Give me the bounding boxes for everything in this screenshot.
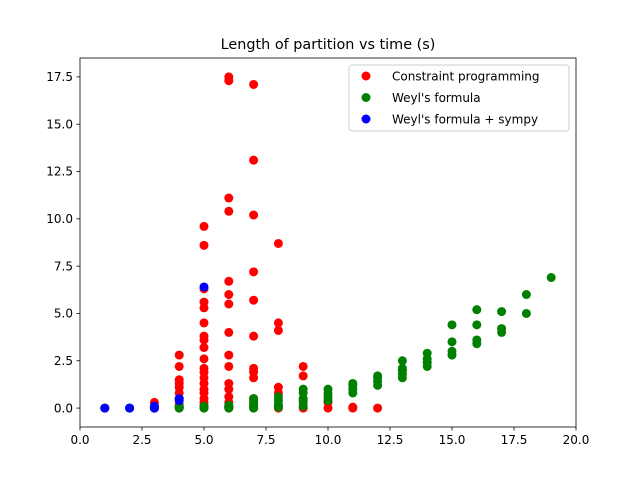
x-tick-label: 2.5 <box>132 433 151 447</box>
data-point <box>224 361 234 371</box>
y-tick-label: 7.5 <box>54 259 73 273</box>
data-point <box>199 343 209 353</box>
data-point <box>224 276 234 286</box>
data-point <box>249 267 259 277</box>
x-tick-label: 15.0 <box>439 433 466 447</box>
data-point <box>273 382 283 392</box>
data-point <box>323 384 333 394</box>
data-point <box>373 403 383 413</box>
data-point <box>397 363 407 373</box>
axes: 0.0 2.5 5.0 7.5 10.0 12.5 15.0 17.5 20.0 0.0 2.5 5.… <box>46 57 590 447</box>
data-point <box>249 331 259 341</box>
y-tick-label: 2.5 <box>54 354 73 368</box>
data-point <box>224 350 234 360</box>
x-tick-label: 20.0 <box>563 433 590 447</box>
data-point <box>199 363 209 373</box>
x-tick-label: 12.5 <box>377 433 404 447</box>
data-point <box>422 348 432 358</box>
data-point <box>224 290 234 300</box>
data-point <box>397 356 407 366</box>
data-point <box>224 327 234 337</box>
y-tick-label: 12.5 <box>46 165 73 179</box>
data-point <box>174 375 184 385</box>
data-point <box>373 371 383 381</box>
data-point <box>199 318 209 328</box>
data-point <box>298 361 308 371</box>
data-point <box>199 297 209 307</box>
plot-area <box>100 72 556 413</box>
data-point <box>497 307 507 317</box>
data-point <box>174 350 184 360</box>
y-tick-label: 0.0 <box>54 401 73 415</box>
y-tick-label: 17.5 <box>46 70 73 84</box>
y-tick-label: 15.0 <box>46 117 73 131</box>
data-point <box>199 221 209 231</box>
data-point <box>249 155 259 165</box>
legend-marker <box>361 114 371 124</box>
legend-marker <box>361 71 371 81</box>
data-point <box>447 337 457 347</box>
data-point <box>447 346 457 356</box>
data-point <box>199 282 209 292</box>
x-tick-label: 17.5 <box>501 433 528 447</box>
chart-title: Length of partition vs time (s) <box>221 37 436 53</box>
data-point <box>249 394 259 404</box>
data-point <box>472 305 482 315</box>
data-point <box>199 240 209 250</box>
data-point <box>348 402 358 412</box>
data-point <box>199 401 209 411</box>
data-point <box>273 318 283 328</box>
data-point <box>348 378 358 388</box>
data-point <box>249 295 259 305</box>
data-point <box>472 320 482 330</box>
data-point <box>298 384 308 394</box>
x-tick-label: 7.5 <box>256 433 275 447</box>
data-point <box>273 325 283 335</box>
data-point <box>298 371 308 381</box>
data-point <box>224 206 234 216</box>
data-point <box>174 394 184 404</box>
y-tick-label: 10.0 <box>46 212 73 226</box>
legend-label: Weyl's formula + sympy <box>392 112 538 126</box>
data-point <box>273 238 283 248</box>
x-tick-label: 10.0 <box>315 433 342 447</box>
data-point <box>249 363 259 373</box>
legend-box <box>348 64 570 132</box>
legend: Constraint programming Weyl's formula Weyl… <box>348 64 570 132</box>
legend-marker <box>361 93 371 102</box>
data-point <box>521 308 531 318</box>
data-point <box>224 193 234 203</box>
data-point <box>224 400 234 410</box>
data-point <box>546 273 556 283</box>
data-point <box>224 72 234 82</box>
data-point <box>149 401 159 411</box>
data-point <box>521 290 531 300</box>
data-point <box>249 210 259 220</box>
data-point <box>224 299 234 309</box>
x-tick-label: 0.0 <box>70 433 89 447</box>
data-point <box>100 403 110 413</box>
legend-label: Weyl's formula <box>392 91 481 105</box>
data-point <box>125 403 135 413</box>
data-point <box>273 392 283 402</box>
x-tick-label: 5.0 <box>194 433 213 447</box>
series-2-points <box>100 282 209 413</box>
data-point <box>174 361 184 371</box>
data-point <box>199 354 209 364</box>
legend-label: Constraint programming <box>392 69 540 83</box>
data-point <box>199 331 209 341</box>
data-point <box>447 320 457 330</box>
data-point <box>224 392 234 402</box>
data-point <box>472 335 482 345</box>
y-tick-label: 5.0 <box>54 307 73 321</box>
data-point <box>249 79 259 89</box>
data-point <box>497 324 507 334</box>
data-point <box>224 378 234 388</box>
